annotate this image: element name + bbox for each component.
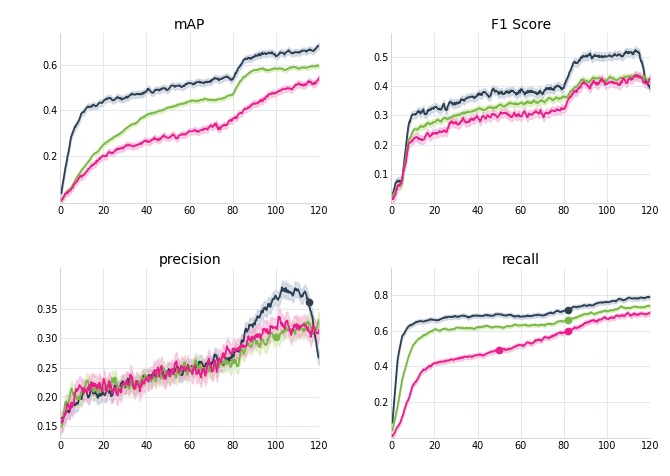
Title: precision: precision bbox=[158, 253, 221, 267]
Title: mAP: mAP bbox=[174, 18, 205, 32]
Title: recall: recall bbox=[502, 253, 539, 267]
Title: F1 Score: F1 Score bbox=[490, 18, 551, 32]
